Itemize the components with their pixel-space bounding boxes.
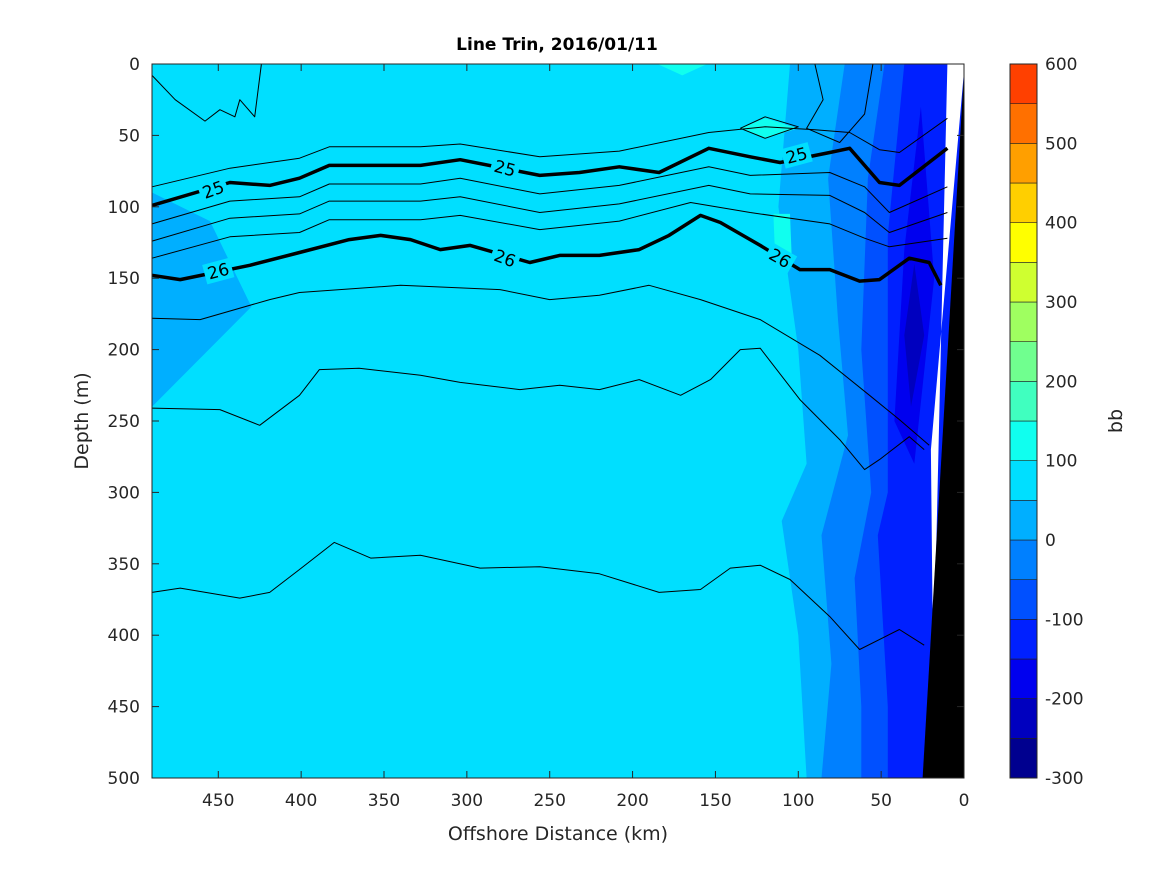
x-tick-label: 450 (202, 791, 234, 811)
x-tick-label: 350 (368, 791, 400, 811)
colorbar-swatch (1009, 222, 1038, 263)
x-tick-label: 300 (451, 791, 483, 811)
contour-label-gap (488, 154, 522, 182)
contour-line (151, 202, 948, 259)
colorbar-tick-label: -300 (1045, 769, 1084, 789)
filled-contour-region (740, 118, 799, 139)
colorbar-swatch (1009, 381, 1038, 422)
contour-line (151, 541, 925, 650)
x-axis-label: Offshore Distance (km) (448, 823, 668, 845)
colorbar-swatch (1009, 182, 1038, 223)
colorbar-tick-label: 400 (1045, 214, 1077, 234)
colorbar-swatch (1009, 460, 1038, 501)
contour-line (151, 117, 948, 188)
y-tick-label: 250 (108, 412, 140, 432)
x-tick-label: 50 (870, 791, 892, 811)
contour-label-gap (196, 175, 230, 204)
colorbar-tick-label: 100 (1045, 452, 1077, 472)
colorbar-swatch (1009, 262, 1038, 303)
colorbar-tick-label: 0 (1045, 531, 1056, 551)
contour-label-gap (202, 257, 235, 285)
x-tick-label: 150 (699, 791, 731, 811)
y-tick-label: 400 (108, 626, 140, 646)
x-tick-label: 400 (285, 791, 317, 811)
colorbar-swatch (1009, 341, 1038, 382)
no-data-region (930, 64, 964, 778)
y-tick-label: 450 (108, 698, 140, 718)
colorbar-swatch (1009, 500, 1038, 541)
colorbar-swatch (1009, 63, 1038, 104)
y-tick-label: 50 (118, 126, 140, 146)
colorbar-tick-label: 200 (1045, 372, 1077, 392)
contour-line (806, 63, 874, 143)
bold-contour-line (151, 213, 943, 287)
colorbar-swatch (1009, 619, 1038, 660)
colorbar-tick-label: -200 (1045, 690, 1084, 710)
colorbar-swatch (1009, 103, 1038, 144)
colorbar-label: bb (1105, 409, 1127, 433)
contour-label-gap (488, 244, 522, 273)
contour-label-gap (780, 142, 813, 169)
colorbar-swatch (1009, 539, 1038, 580)
y-tick-label: 300 (108, 483, 140, 503)
x-tick-label: 0 (959, 791, 970, 811)
contour-line (151, 184, 948, 242)
y-tick-label: 100 (108, 198, 140, 218)
contour-line (151, 166, 948, 225)
colorbar-tick-label: -100 (1045, 610, 1084, 630)
chart-title: Line Trin, 2016/01/11 (456, 35, 658, 55)
contour-line (151, 63, 262, 122)
contour-line (740, 116, 799, 139)
filled-contour-region (152, 192, 252, 407)
colorbar-frame (1009, 63, 1038, 779)
bold-contour-line (151, 146, 949, 208)
x-tick-label: 250 (533, 791, 565, 811)
colorbar-swatch (1009, 738, 1038, 779)
colorbar-tick-label: 600 (1045, 55, 1077, 75)
y-tick-label: 0 (129, 55, 140, 75)
bathymetry-shape (922, 71, 964, 779)
colorbar-swatch (1009, 420, 1038, 461)
y-tick-label: 150 (108, 269, 140, 289)
colorbar-tick-label: 500 (1045, 134, 1077, 154)
y-tick-label: 200 (108, 341, 140, 361)
filled-contour-region (657, 64, 708, 76)
colorbar-tick-label: 300 (1045, 293, 1077, 313)
filled-contour-region (904, 263, 925, 407)
y-axis-label: Depth (m) (71, 372, 93, 469)
colorbar-swatch (1009, 301, 1038, 342)
colorbar-swatch (1009, 698, 1038, 739)
y-tick-label: 500 (108, 769, 140, 789)
x-tick-label: 200 (616, 791, 648, 811)
y-tick-label: 350 (108, 555, 140, 575)
contour-line (151, 284, 930, 446)
colorbar-swatch (1009, 579, 1038, 620)
contour-line (151, 347, 925, 471)
colorbar-swatch (1009, 143, 1038, 184)
x-tick-label: 100 (782, 791, 814, 811)
contour-label-gap (762, 242, 798, 274)
colorbar-swatch (1009, 658, 1038, 699)
